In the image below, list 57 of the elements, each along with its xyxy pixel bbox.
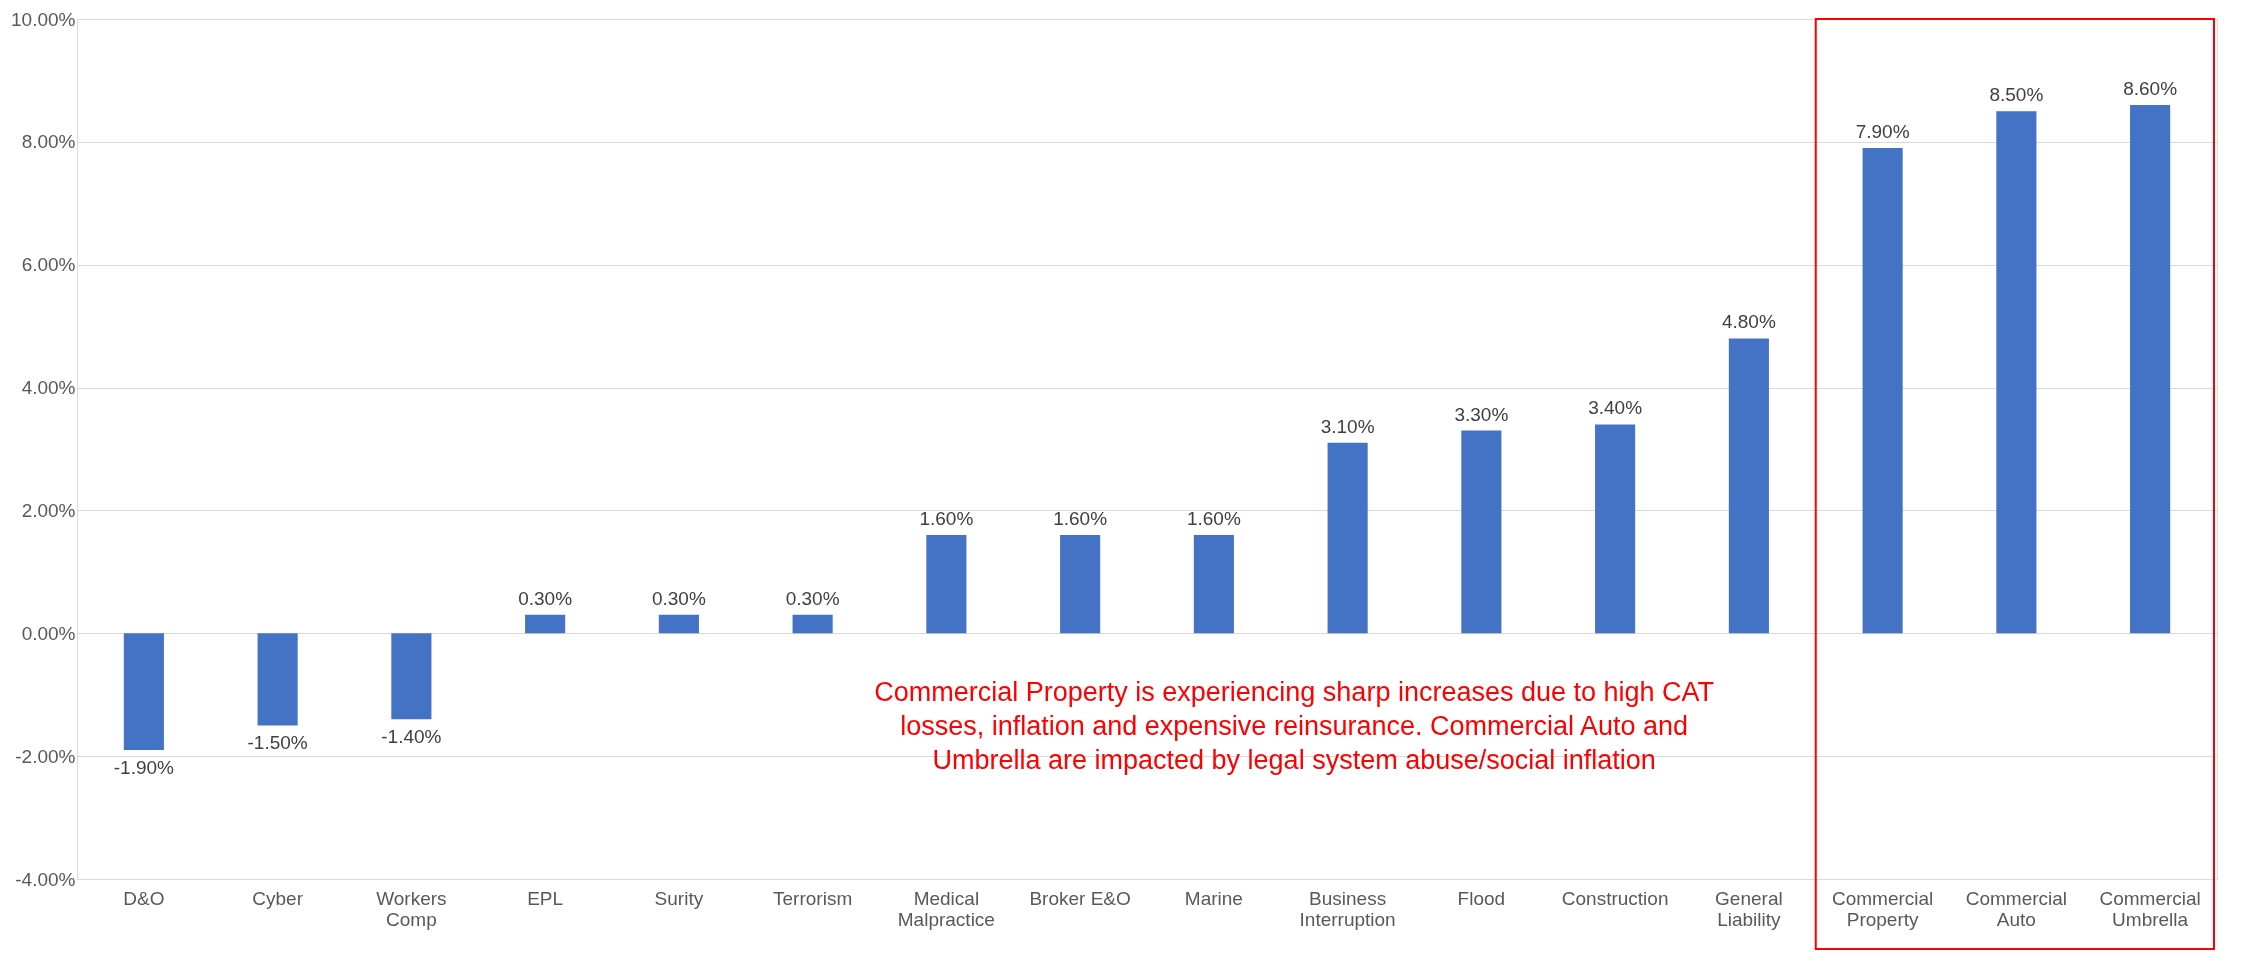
bar [1461,430,1502,634]
data-label: 1.60% [1053,508,1108,529]
bar [1728,338,1769,634]
bar [1060,535,1101,634]
x-tick-label: Marine [1184,887,1243,909]
x-tick-label: Broker E&O [1029,887,1131,909]
x-tick-label: Cyber [252,887,304,909]
x-tick-label: EPL [527,887,564,909]
x-tick-label: Commercial Property [1831,887,1934,930]
x-tick-label: Workers Comp [376,887,447,930]
x-tick-label: Construction [1561,887,1669,909]
y-tick-label: 2.00% [21,499,76,521]
data-label: 0.30% [785,587,840,609]
bar [658,614,699,634]
y-tick-label: 8.00% [21,131,76,153]
data-label: 3.40% [1588,397,1643,419]
bar [2130,105,2171,634]
x-tick-label: D&O [123,887,165,909]
y-tick-label: 10.00% [11,8,76,30]
bar [1193,535,1234,634]
bar [1595,424,1636,634]
x-tick-label: Flood [1457,887,1506,909]
bar [1862,148,1903,634]
data-label: 0.30% [518,587,573,609]
x-tick-label: Commercial Umbrella [2099,887,2201,930]
bar [123,633,164,750]
data-label: 3.10% [1320,415,1375,437]
data-label: -1.40% [381,726,442,748]
x-tick-label: Surity [654,887,704,909]
y-tick-label: 0.00% [21,622,76,644]
data-label: 3.30% [1454,403,1509,425]
y-tick-label: 4.00% [21,377,76,399]
data-label: 7.90% [1855,121,1910,142]
data-label: 1.60% [919,508,974,529]
data-label: 8.60% [2123,78,2178,99]
x-tick-label: General Liability [1715,887,1783,930]
bar [926,535,967,634]
bar [792,614,833,634]
x-tick-label: Business Interruption [1299,887,1396,930]
data-label: 0.30% [651,587,706,609]
x-tick-label: Medical Malpractice [897,887,995,930]
data-label: -1.50% [247,732,308,754]
y-tick-label: -4.00% [15,868,76,890]
x-tick-label: Commercial Auto [1965,887,2068,930]
bar [391,633,432,720]
data-label: -1.90% [113,757,175,778]
bar [1996,111,2037,634]
data-label: 4.80% [1721,311,1776,333]
bar [525,614,566,634]
bar [1327,442,1368,634]
data-label: 8.50% [1989,84,2044,106]
y-tick-label: -2.00% [15,745,76,767]
x-tick-label: Terrorism [773,887,853,909]
y-tick-label: 6.00% [21,254,76,276]
annotation: Commercial Property is experiencing sharp increases due to high CAT losses, inflation and expensive reinsurance. Commercial Auto and Umbrella are impacted by legal system abuse/social inflation [874,677,1715,776]
data-label: 1.60% [1186,508,1241,529]
bar [257,633,298,726]
